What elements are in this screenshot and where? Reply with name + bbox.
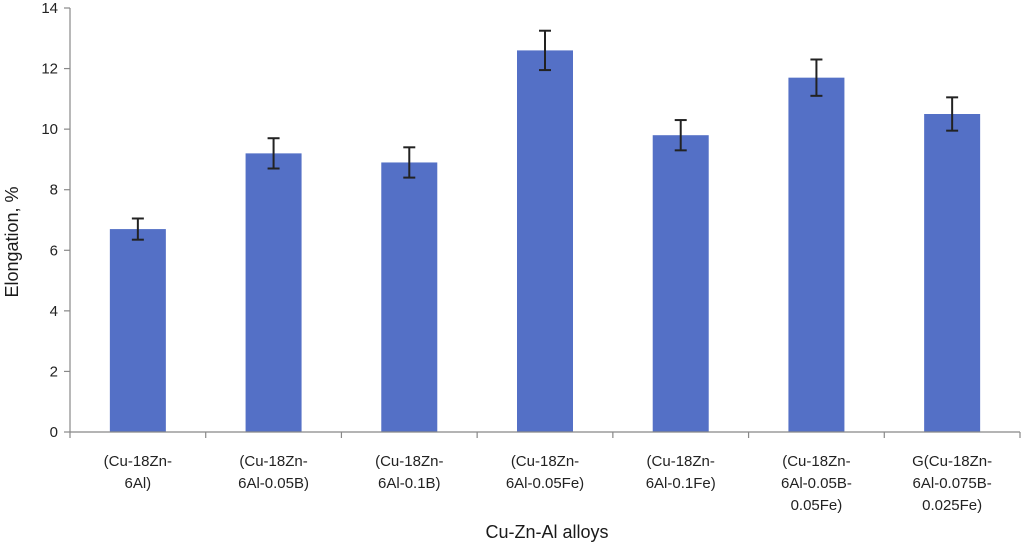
bar bbox=[652, 135, 709, 432]
x-category-label-line: 6Al-0.1Fe) bbox=[646, 475, 716, 492]
x-category-label-line: (Cu-18Zn- bbox=[511, 453, 579, 470]
error-bar bbox=[539, 29, 551, 72]
x-category-label-line: 6Al-0.05B- bbox=[781, 475, 852, 492]
y-tick-label: 14 bbox=[41, 0, 58, 17]
y-tick-label: 4 bbox=[50, 303, 58, 320]
x-category-label: G(Cu-18Zn- 6Al-0.075B- 0.025Fe) bbox=[912, 453, 992, 514]
x-category-label-line: 0.05Fe) bbox=[791, 497, 843, 514]
x-category-label: (Cu-18Zn- 6Al-0.1Fe) bbox=[646, 453, 716, 492]
bars-group bbox=[109, 50, 981, 433]
x-category-label: (Cu-18Zn- 6Al) bbox=[104, 453, 172, 492]
x-category-label-line: (Cu-18Zn- bbox=[782, 453, 850, 470]
x-category-label-line: 6Al-0.075B- bbox=[913, 475, 992, 492]
y-tick-label: 8 bbox=[50, 182, 58, 199]
x-category-label-line: (Cu-18Zn- bbox=[375, 453, 443, 470]
x-category-label: (Cu-18Zn- 6Al-0.05B) bbox=[238, 453, 309, 492]
x-category-label: (Cu-18Zn- 6Al-0.05Fe) bbox=[506, 453, 584, 492]
y-tick-label: 2 bbox=[50, 363, 58, 380]
x-axis-ticks bbox=[69, 432, 1021, 438]
errorbars-group bbox=[131, 29, 959, 241]
x-category-label-line: G(Cu-18Zn- bbox=[912, 453, 992, 470]
x-category-label-line: 6Al-0.05Fe) bbox=[506, 475, 584, 492]
bar bbox=[381, 162, 438, 432]
error-bar bbox=[946, 96, 959, 132]
bar bbox=[788, 77, 845, 433]
x-category-label: (Cu-18Zn- 6Al-0.1B) bbox=[375, 453, 443, 492]
bar bbox=[109, 229, 166, 432]
x-category-label-line: (Cu-18Zn- bbox=[239, 453, 307, 470]
bar bbox=[245, 153, 302, 432]
error-bar bbox=[403, 146, 416, 179]
bar bbox=[517, 50, 573, 433]
error-bar bbox=[674, 119, 687, 152]
y-axis-ticks: 0 2 4 6 8 10 12 14 bbox=[41, 0, 70, 441]
x-category-label: (Cu-18Zn- 6Al-0.05B- 0.05Fe) bbox=[781, 453, 852, 514]
x-category-label-line: 0.025Fe) bbox=[922, 497, 982, 514]
y-tick-label: 6 bbox=[50, 242, 58, 259]
y-tick-label: 12 bbox=[41, 61, 58, 78]
x-category-label-line: 6Al) bbox=[125, 475, 152, 492]
x-category-label-line: 6Al-0.05B) bbox=[238, 475, 309, 492]
x-axis-title: Cu-Zn-Al alloys bbox=[485, 522, 608, 542]
category-labels: (Cu-18Zn-6Al)(Cu-18Zn-6Al-0.05B)(Cu-18Zn… bbox=[104, 453, 992, 514]
y-axis-title: Elongation, % bbox=[2, 186, 22, 297]
x-category-label-line: (Cu-18Zn- bbox=[647, 453, 715, 470]
x-category-label-line: 6Al-0.1B) bbox=[378, 475, 441, 492]
bar bbox=[924, 114, 981, 432]
error-bar bbox=[131, 217, 144, 241]
y-tick-label: 10 bbox=[41, 121, 58, 138]
error-bar bbox=[810, 58, 823, 97]
error-bar bbox=[267, 137, 280, 170]
y-tick-label: 0 bbox=[50, 424, 58, 441]
x-category-label-line: (Cu-18Zn- bbox=[104, 453, 172, 470]
